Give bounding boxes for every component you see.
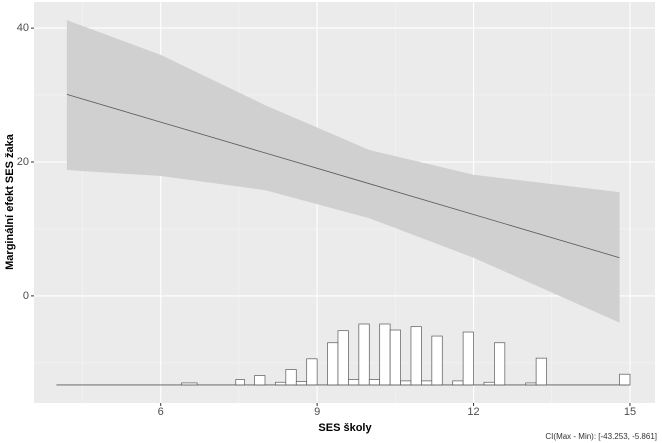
histogram-bar <box>619 373 631 386</box>
histogram-bar <box>181 382 198 386</box>
histogram-bar <box>421 380 433 386</box>
histogram-bar <box>483 381 495 386</box>
y-tick-label: 0 <box>23 290 29 302</box>
histogram-bar <box>327 342 339 386</box>
x-tick-label: 12 <box>467 406 479 418</box>
confidence-band <box>66 20 620 323</box>
histogram-bar <box>494 342 506 386</box>
histogram-bar <box>295 381 308 386</box>
histogram-bar <box>358 323 370 386</box>
effect-line <box>66 94 620 259</box>
y-tick-label: 40 <box>17 22 29 34</box>
histogram-bar <box>535 357 547 386</box>
y-axis-title: Marginální efekt SES žaka <box>4 133 16 270</box>
x-axis-title: SES školy <box>318 422 372 434</box>
histogram-bar <box>275 381 287 386</box>
x-tick-label: 15 <box>624 406 636 418</box>
histogram-bar <box>462 331 474 386</box>
y-tick-label: 20 <box>17 156 29 168</box>
histogram-bar <box>379 323 391 386</box>
histogram-bar <box>285 369 297 386</box>
histogram-bar <box>525 382 537 386</box>
histogram-bar <box>254 375 266 386</box>
histogram-bar <box>235 379 245 386</box>
x-tick-label: 9 <box>314 406 320 418</box>
caption: CI(Max - Min): [-43.253, -5.861] <box>545 432 657 441</box>
histogram-bar <box>368 379 381 386</box>
histogram-bar <box>431 335 443 386</box>
histogram-bar <box>348 379 360 386</box>
histogram-bar <box>337 330 349 386</box>
histogram-bar <box>400 380 412 386</box>
x-tick-label: 6 <box>158 406 164 418</box>
histogram-bar <box>389 329 401 386</box>
histogram-bar <box>306 358 318 386</box>
histogram-bar <box>452 380 464 386</box>
histogram-bar <box>410 326 422 386</box>
